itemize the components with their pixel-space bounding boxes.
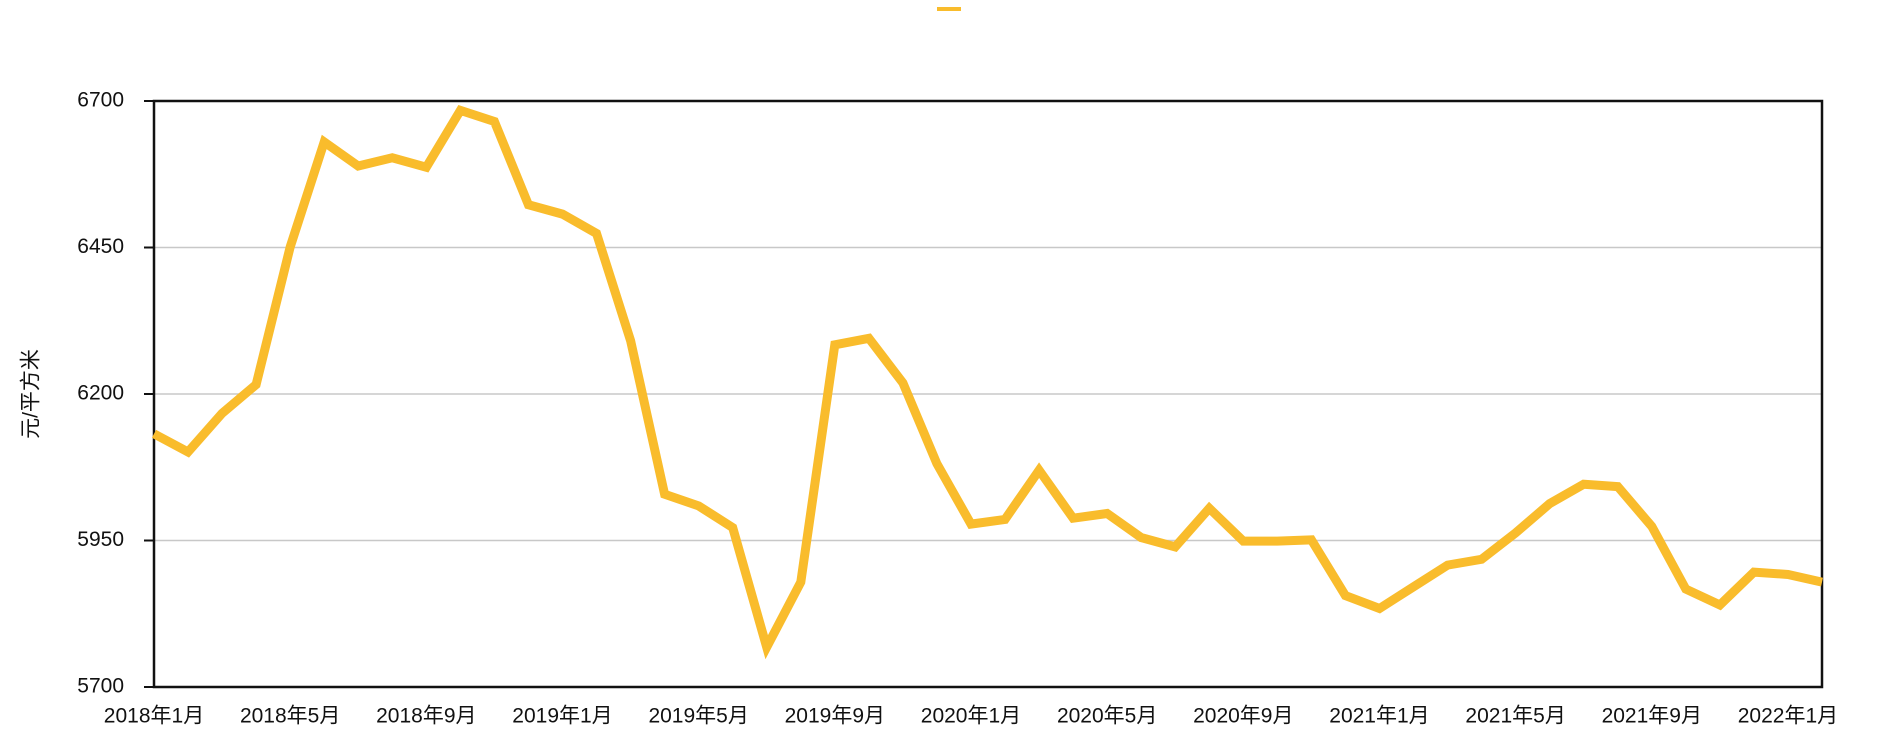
x-tick-label: 2018年1月 [104,705,204,728]
x-tick-label: 2018年5月 [240,705,340,728]
x-tick-label: 2020年1月 [921,705,1021,728]
y-tick-label: 5700 [77,675,124,698]
y-tick-label: 6450 [77,235,124,258]
y-tick-label: 6200 [77,382,124,405]
x-tick-label: 2019年1月 [512,705,612,728]
data-line [151,105,1823,660]
y-tick-label: 6700 [77,89,124,112]
x-tick-label: 2019年5月 [648,705,748,728]
x-tick-label: 2020年9月 [1193,705,1293,728]
x-tick-label: 2022年1月 [1738,705,1838,728]
y-axis-label: 元/平方米 [20,349,43,439]
x-tick-label: 2021年1月 [1329,705,1429,728]
x-tick-label: 2021年5月 [1465,705,1565,728]
y-tick-label: 5950 [77,528,124,551]
plot-frame [152,99,1824,689]
x-tick-label: 2021年9月 [1602,705,1702,728]
x-tick-label: 2018年9月 [376,705,476,728]
x-tick-label: 2019年9月 [785,705,885,728]
x-tick-label: 2020年5月 [1057,705,1157,728]
